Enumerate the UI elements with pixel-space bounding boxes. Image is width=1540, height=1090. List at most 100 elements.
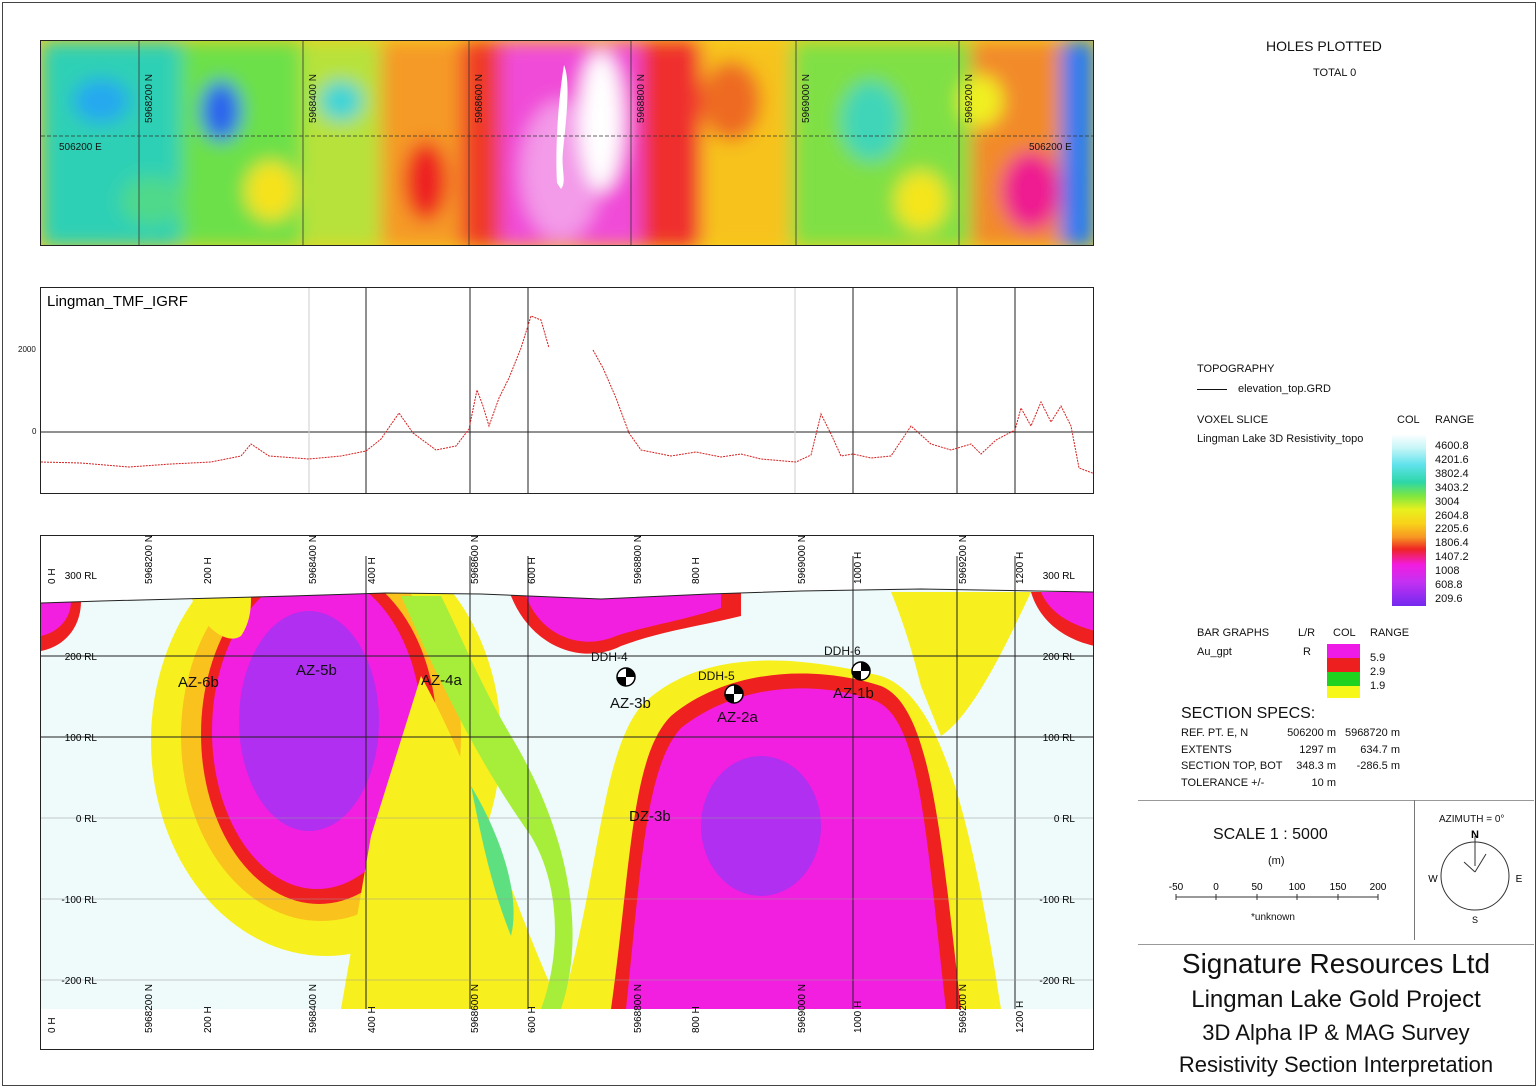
plan-northing-label: 5969200 N <box>964 74 975 123</box>
voxel-range-value: 3004 <box>1435 495 1460 508</box>
scale-tick: 100 <box>1289 882 1306 893</box>
section-bottom-label: 400 H <box>367 1006 378 1033</box>
topography-line-swatch <box>1197 389 1227 390</box>
rl-label-left: 0 RL <box>76 814 98 825</box>
zone-label: AZ-6b <box>178 674 219 691</box>
voxel-range-value: 4600.8 <box>1435 440 1469 452</box>
zone-label: AZ-2a <box>717 709 759 726</box>
topography-item: elevation_top.GRD <box>1238 383 1331 395</box>
voxel-col-header: COL <box>1397 414 1420 426</box>
scale-unit: (m) <box>1268 855 1285 867</box>
bar-range: 5.9 <box>1370 652 1386 664</box>
drill-hole-symbol <box>616 667 636 687</box>
plan-easting-label-left: 506200 E <box>59 142 102 153</box>
bar-color-swatch <box>1327 686 1360 698</box>
holes-plotted-title: HOLES PLOTTED <box>1266 38 1382 54</box>
compass-w: W <box>1428 874 1438 885</box>
rl-label-right: -200 RL <box>1039 976 1075 987</box>
company-name: Signature Resources Ltd <box>1181 948 1491 979</box>
section-bottom-label: 1200 H <box>1015 1001 1026 1033</box>
topography-label: TOPOGRAPHY <box>1197 363 1275 375</box>
section-subtitle: Resistivity Section Interpretation <box>1178 1052 1494 1077</box>
projection-label: *unknown <box>1251 912 1295 923</box>
voxel-slice-label: VOXEL SLICE <box>1197 414 1269 426</box>
scale-tick: 150 <box>1330 882 1347 893</box>
drill-hole-label: DDH-4 <box>591 650 628 664</box>
voxel-slice-item: Lingman Lake 3D Resistivity_topo <box>1197 433 1364 445</box>
north-arrow-compass: N S E W <box>1428 829 1522 925</box>
bar-lr-header: L/R <box>1298 627 1316 639</box>
rl-label-left: 300 RL <box>65 571 98 582</box>
section-bottom-label: 0 H <box>47 1017 58 1033</box>
section-bottom-label: 5968600 N <box>470 984 481 1033</box>
spec-value-2: 5968720 m <box>1344 727 1400 739</box>
section-top-label: 5968200 N <box>144 536 155 584</box>
rl-label-right: 100 RL <box>1043 733 1076 744</box>
scale-compass-divider <box>1414 800 1415 940</box>
voxel-range-value: 2604.8 <box>1435 509 1469 522</box>
scale-tick: 50 <box>1251 882 1263 893</box>
bar-range-header: RANGE <box>1370 627 1410 639</box>
bar-color-swatch <box>1327 644 1360 658</box>
scale-box <box>1138 800 1534 945</box>
plan-northing-label: 5968400 N <box>308 74 319 123</box>
zone-label: DZ-3b <box>629 808 671 825</box>
voxel-range-value: 1008 <box>1435 565 1460 578</box>
spec-value-1: 10 m <box>1311 776 1336 789</box>
plan-map-panel: 5968200 N 5968400 N 5968600 N 5968800 N … <box>40 40 1094 246</box>
scale-tick: 200 <box>1370 882 1387 893</box>
scale-tick: 0 <box>1213 882 1219 893</box>
bar-graphs-label: BAR GRAPHS <box>1197 627 1270 639</box>
voxel-range-value: 608.8 <box>1435 579 1463 591</box>
drill-hole-label: DDH-6 <box>824 644 861 658</box>
bar-color-swatch <box>1327 658 1360 672</box>
azimuth-label: AZIMUTH = 0° <box>1439 814 1505 825</box>
rl-label-right: 0 RL <box>1054 814 1076 825</box>
profile-series-label: Lingman_TMF_IGRF <box>47 293 188 310</box>
plan-easting-label-right: 506200 E <box>1029 142 1072 153</box>
spec-label: SECTION TOP, BOT <box>1181 760 1283 772</box>
plan-northing-label: 5969000 N <box>801 74 812 123</box>
section-bottom-label: 200 H <box>203 1006 214 1033</box>
spec-value-2: 634.7 m <box>1360 743 1400 756</box>
compass-n: N <box>1471 829 1479 841</box>
rl-label-left: 200 RL <box>65 652 98 663</box>
spec-value-2: -286.5 m <box>1356 760 1400 772</box>
section-bottom-label: 1000 H <box>853 1001 864 1033</box>
scale-tick: -50 <box>1169 882 1184 893</box>
bar-color-swatch <box>1327 672 1360 686</box>
voxel-range-value: 209.6 <box>1435 592 1463 605</box>
section-bottom-label: 5968200 N <box>144 984 155 1033</box>
rl-label-right: 300 RL <box>1043 571 1076 582</box>
section-top-label: 5968400 N <box>308 536 319 584</box>
zone-label: AZ-1b <box>833 685 874 702</box>
spec-value-1: 1297 m <box>1299 743 1336 756</box>
spec-label: REF. PT. E, N <box>1181 727 1249 739</box>
zone-label: AZ-3b <box>610 695 651 712</box>
bar-range: 1.9 <box>1370 680 1386 692</box>
section-top-label: 5969200 N <box>958 536 969 584</box>
rl-label-left: 100 RL <box>65 733 98 744</box>
section-top-label: 5969000 N <box>797 536 808 584</box>
drill-hole-symbol <box>851 661 871 681</box>
section-top-label: 1000 H <box>853 552 864 584</box>
bar-col-header: COL <box>1333 627 1356 639</box>
spec-value-1: 506200 m <box>1287 727 1336 739</box>
section-top-label: 800 H <box>691 557 702 584</box>
spec-value-1: 348.3 m <box>1296 760 1336 772</box>
section-bottom-label: 5969000 N <box>797 984 808 1033</box>
project-name: Lingman Lake Gold Project <box>1191 986 1481 1013</box>
section-bottom-label: 5969200 N <box>958 984 969 1033</box>
voxel-range-value: 4201.6 <box>1435 453 1469 466</box>
profile-y-tick: 0 <box>32 427 37 436</box>
zone-label: AZ-4a <box>421 672 463 689</box>
compass-s: S <box>1472 915 1478 925</box>
rl-label-left: -200 RL <box>61 976 97 987</box>
resistivity-section-panel: 0 H 5968200 N 200 H 5968400 N 400 H 5968600 N… <box>40 535 1094 1050</box>
section-top-label: 200 H <box>203 557 214 584</box>
scale-title: SCALE 1 : 5000 <box>1213 826 1328 843</box>
section-bottom-label: 5968800 N <box>633 984 644 1033</box>
section-top-label: 400 H <box>367 557 378 584</box>
plan-northing-label: 5968600 N <box>474 74 485 123</box>
